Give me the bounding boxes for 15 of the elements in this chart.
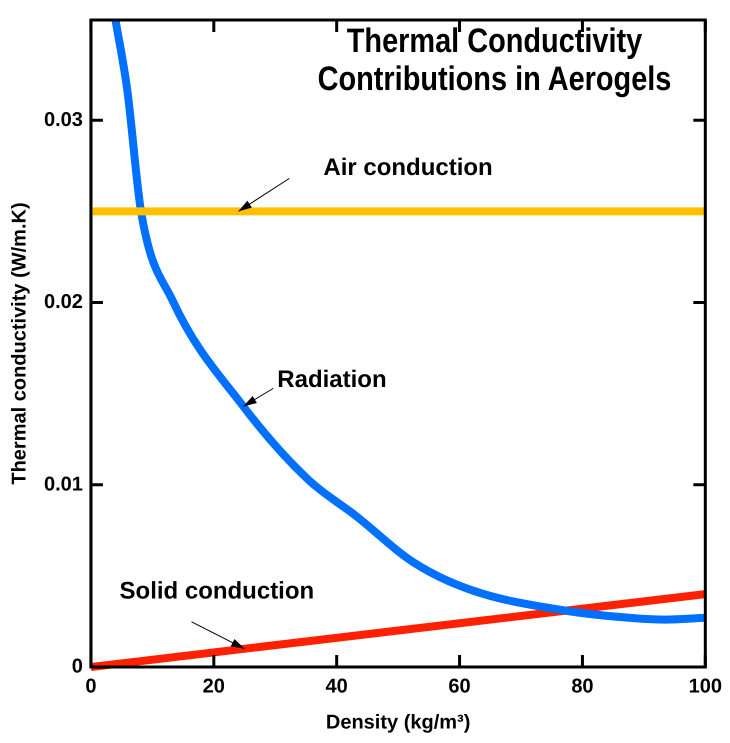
text: Thermal Conductivity Contributions in Aerogels	[316, 22, 672, 98]
y-tick-label: 0.02	[44, 291, 83, 314]
series-label: Air conduction	[323, 154, 493, 181]
y-tick-label: 0.01	[44, 473, 83, 496]
x-tick-label: 80	[571, 676, 594, 698]
x-axis-title: Density (kg/m³)	[326, 712, 470, 734]
x-tick-label: 40	[326, 676, 348, 698]
x-tick-label: 20	[202, 676, 225, 698]
x-tick-label: 100	[688, 676, 722, 698]
y-axis-title: Thermal conductivity (W/m.K)	[8, 202, 31, 485]
series-label: Solid conduction	[120, 577, 314, 604]
series-label: Radiation	[277, 366, 387, 393]
y-tick-label: 0.03	[44, 108, 83, 131]
y-tick-label: 0	[72, 656, 83, 678]
x-tick-label: 60	[448, 676, 471, 698]
